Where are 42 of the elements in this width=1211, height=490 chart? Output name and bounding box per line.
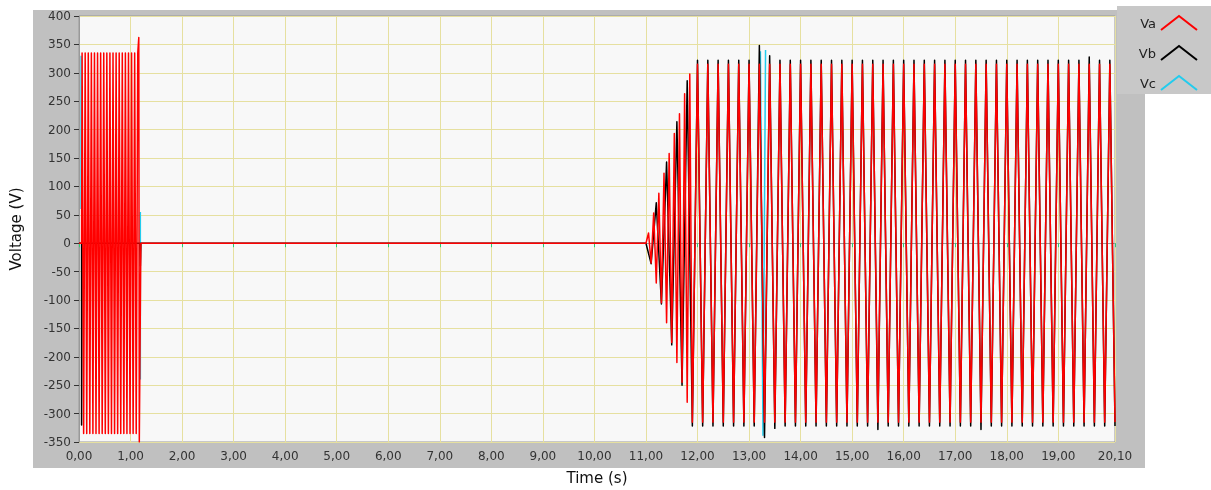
x-tick-label: 9,00 [529, 449, 557, 463]
x-tick-label: 2,00 [168, 449, 196, 463]
y-tick-label: -50 [51, 264, 71, 279]
y-axis-title: Voltage (V) [6, 187, 25, 271]
y-tick-label: -300 [43, 406, 71, 421]
y-tick-label: 0 [63, 236, 71, 251]
x-tick-label: 7,00 [426, 449, 454, 463]
y-tick-label: 150 [48, 151, 71, 165]
x-tick-label: 11,00 [628, 449, 664, 463]
x-tick-label: 8,00 [477, 449, 505, 463]
x-tick-label: 1,00 [117, 449, 144, 463]
x-tick-label: 14,00 [783, 449, 818, 463]
x-tick-label: 3,00 [220, 449, 247, 463]
x-tick-label: 18,00 [989, 449, 1024, 463]
y-tick-label: 400 [48, 9, 71, 23]
y-tick-label: 50 [55, 207, 71, 222]
legend-label: Vc [1139, 75, 1156, 91]
y-tick-label: -200 [43, 349, 71, 364]
y-tick-label: -150 [43, 321, 71, 336]
x-tick-label: 5,00 [323, 449, 351, 463]
y-tick-label: 100 [48, 179, 71, 194]
x-tick-label: 4,00 [271, 449, 299, 463]
y-tick-label: 200 [48, 122, 71, 137]
legend-label: Va [1140, 15, 1156, 31]
x-tick-label: 10,00 [577, 449, 612, 463]
x-tick-label: 0,00 [65, 449, 93, 463]
x-tick-label: 12,00 [680, 449, 715, 463]
x-tick-label: 20,10 [1097, 449, 1133, 463]
x-tick-label: 13,00 [731, 449, 767, 463]
y-tick-label: 350 [48, 37, 71, 52]
x-tick-label: 15,00 [834, 449, 870, 463]
y-tick-label: 300 [48, 65, 71, 80]
x-tick-label: 19,00 [1041, 449, 1076, 463]
x-tick-label: 17,00 [938, 449, 973, 463]
x-axis-title: Time (s) [565, 468, 628, 487]
y-tick-label: 250 [48, 94, 71, 109]
y-tick-label: -100 [43, 293, 71, 307]
x-tick-label: 6,00 [374, 449, 402, 463]
y-tick-label: -250 [43, 378, 71, 393]
legend-label: Vb [1138, 45, 1156, 61]
y-tick-label: -350 [43, 435, 71, 449]
x-tick-label: 16,00 [886, 449, 921, 463]
